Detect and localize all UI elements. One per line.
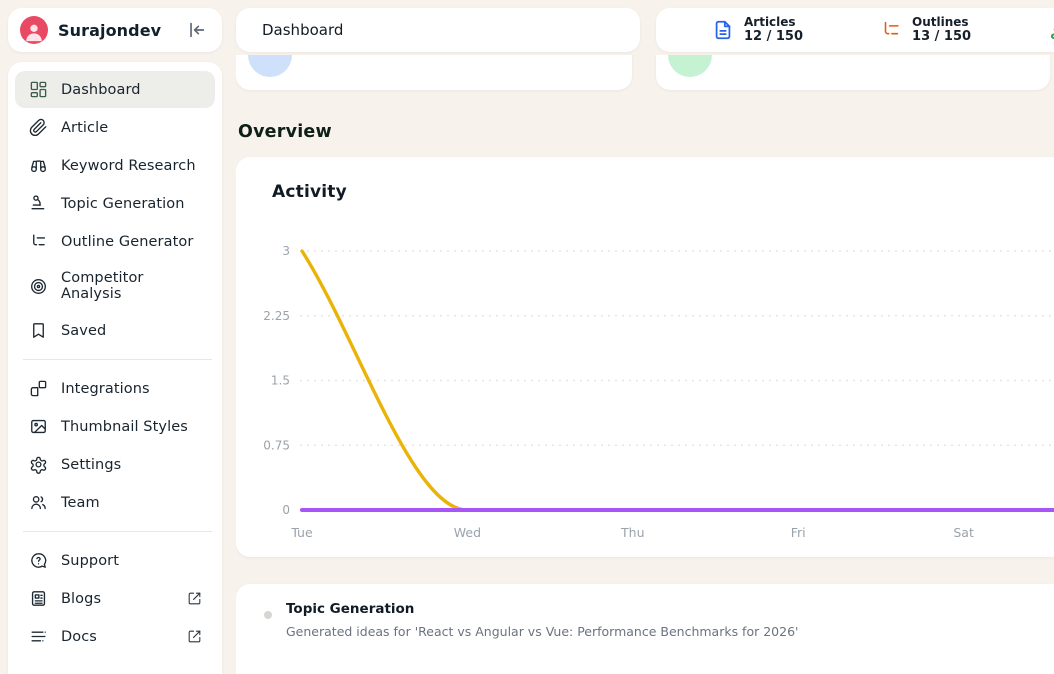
sidebar-item-label: Article [61, 119, 109, 136]
sidebar-divider [23, 531, 212, 532]
external-link-icon [187, 591, 202, 606]
page-title: Dashboard [262, 21, 344, 39]
activity-chart-card: Activity 0 0.75 1.5 2.25 3 Tue Wed Thu Fri Sat [236, 157, 1054, 557]
usage-text: Articles 12 / 150 [744, 15, 803, 45]
x-tick-label: Wed [454, 525, 481, 540]
usage-label: Articles [744, 15, 796, 29]
image-icon [29, 417, 48, 436]
gear-icon [29, 455, 48, 474]
sidebar-item-outline-generator[interactable]: Outline Generator [15, 223, 215, 260]
bullet-dot-icon [264, 611, 272, 619]
avatar[interactable] [20, 16, 48, 44]
sidebar-item-label: Outline Generator [61, 233, 194, 250]
y-tick-label: 3 [282, 244, 290, 258]
y-tick-label: 0 [282, 503, 290, 517]
sidebar-item-topic-generation[interactable]: Topic Generation [15, 185, 215, 222]
sidebar-item-label: Topic Generation [61, 195, 185, 212]
summary-bubble-blue [248, 55, 292, 77]
usage-stats-card: Articles 12 / 150 Outlines 13 / 150 [656, 8, 1054, 52]
workspace-name: Surajondev [58, 20, 162, 40]
sidebar-item-team[interactable]: Team [15, 484, 215, 521]
recent-activity-card: Topic Generation Generated ideas for 'Rea… [236, 584, 1054, 674]
usage-text: Outlines 13 / 150 [912, 15, 971, 45]
sidebar-item-blogs[interactable]: Blogs [15, 580, 215, 617]
recent-activity-text: Topic Generation Generated ideas for 'Rea… [286, 601, 798, 639]
sidebar-item-label: Thumbnail Styles [61, 418, 188, 435]
sidebar-item-saved[interactable]: Saved [15, 312, 215, 349]
article-file-icon [712, 19, 734, 41]
summary-card-cutoff-left [236, 55, 632, 90]
sidebar-item-keyword-research[interactable]: Keyword Research [15, 147, 215, 184]
main-content: Overview Activity 0 0.75 1.5 2.25 3 Tue Wed Thu… [236, 55, 1054, 674]
sidebar-item-support[interactable]: Support [15, 542, 215, 579]
external-link-icon [187, 629, 202, 644]
sidebar-item-label: Integrations [61, 380, 150, 397]
sidebar-item-label: Blogs [61, 590, 102, 607]
x-tick-label: Fri [791, 525, 806, 540]
y-tick-label: 1.5 [271, 374, 290, 388]
idea-lamp-icon [29, 194, 48, 213]
dashboard-grid-icon [29, 80, 48, 99]
sidebar-item-label: Competitor Analysis [61, 270, 144, 302]
activity-line-chart: 0 0.75 1.5 2.25 3 Tue Wed Thu Fri Sat [263, 244, 1054, 540]
x-tick-label: Thu [620, 525, 644, 540]
list-tree-icon [29, 232, 48, 251]
usage-outlines: Outlines 13 / 150 [880, 15, 971, 45]
sidebar-item-label: Saved [61, 322, 107, 339]
recent-activity-title: Topic Generation [286, 601, 415, 617]
sidebar-item-label: Team [61, 494, 100, 511]
sidebar-item-label: Settings [61, 456, 122, 473]
sidebar-item-dashboard[interactable]: Dashboard [15, 71, 215, 108]
recent-activity-item: Topic Generation Generated ideas for 'Rea… [264, 601, 798, 639]
help-chat-icon [29, 551, 48, 570]
x-tick-label: Tue [290, 525, 313, 540]
summary-bubble-green [668, 55, 712, 77]
sidebar-item-thumbnail-styles[interactable]: Thumbnail Styles [15, 408, 215, 445]
sidebar-item-label: Keyword Research [61, 157, 196, 174]
sidebar-item-label: Docs [61, 628, 97, 645]
sidebar: Dashboard Article Keyword Research Topic Ge… [8, 62, 222, 674]
usage-value: 13 / 150 [912, 29, 972, 45]
newspaper-icon [29, 589, 48, 608]
recent-activity-description: Generated ideas for 'React vs Angular vs… [286, 624, 799, 639]
blocks-icon [29, 379, 48, 398]
users-icon [29, 493, 48, 512]
chart-title: Activity [272, 182, 347, 202]
sidebar-item-docs[interactable]: Docs [15, 618, 215, 655]
section-heading: Overview [238, 122, 332, 142]
workspace-card: Surajondev [8, 8, 222, 52]
y-tick-label: 0.75 [263, 438, 290, 452]
summary-card-cutoff-right [656, 55, 1050, 90]
sparkle-icon[interactable] [1048, 18, 1054, 42]
summary-cards-row [236, 55, 1054, 90]
sidebar-item-integrations[interactable]: Integrations [15, 370, 215, 407]
bookmark-icon [29, 321, 48, 340]
binoculars-icon [29, 156, 48, 175]
target-icon [29, 277, 48, 296]
sidebar-item-article[interactable]: Article [15, 109, 215, 146]
sidebar-item-settings[interactable]: Settings [15, 446, 215, 483]
doc-lines-icon [29, 627, 48, 646]
sidebar-item-label: Support [61, 552, 120, 569]
sidebar-item-label: Dashboard [61, 81, 141, 98]
list-tree-icon [880, 19, 902, 41]
y-tick-label: 2.25 [263, 309, 290, 323]
x-tick-label: Sat [953, 525, 974, 540]
usage-value: 12 / 150 [744, 29, 804, 45]
page-title-card: Dashboard [236, 8, 640, 52]
usage-label: Outlines [912, 15, 969, 29]
sidebar-item-competitor-analysis[interactable]: Competitor Analysis [15, 261, 215, 311]
sidebar-collapse-icon[interactable] [186, 19, 208, 41]
sidebar-divider [23, 359, 212, 360]
paperclip-icon [29, 118, 48, 137]
usage-articles: Articles 12 / 150 [712, 15, 803, 45]
